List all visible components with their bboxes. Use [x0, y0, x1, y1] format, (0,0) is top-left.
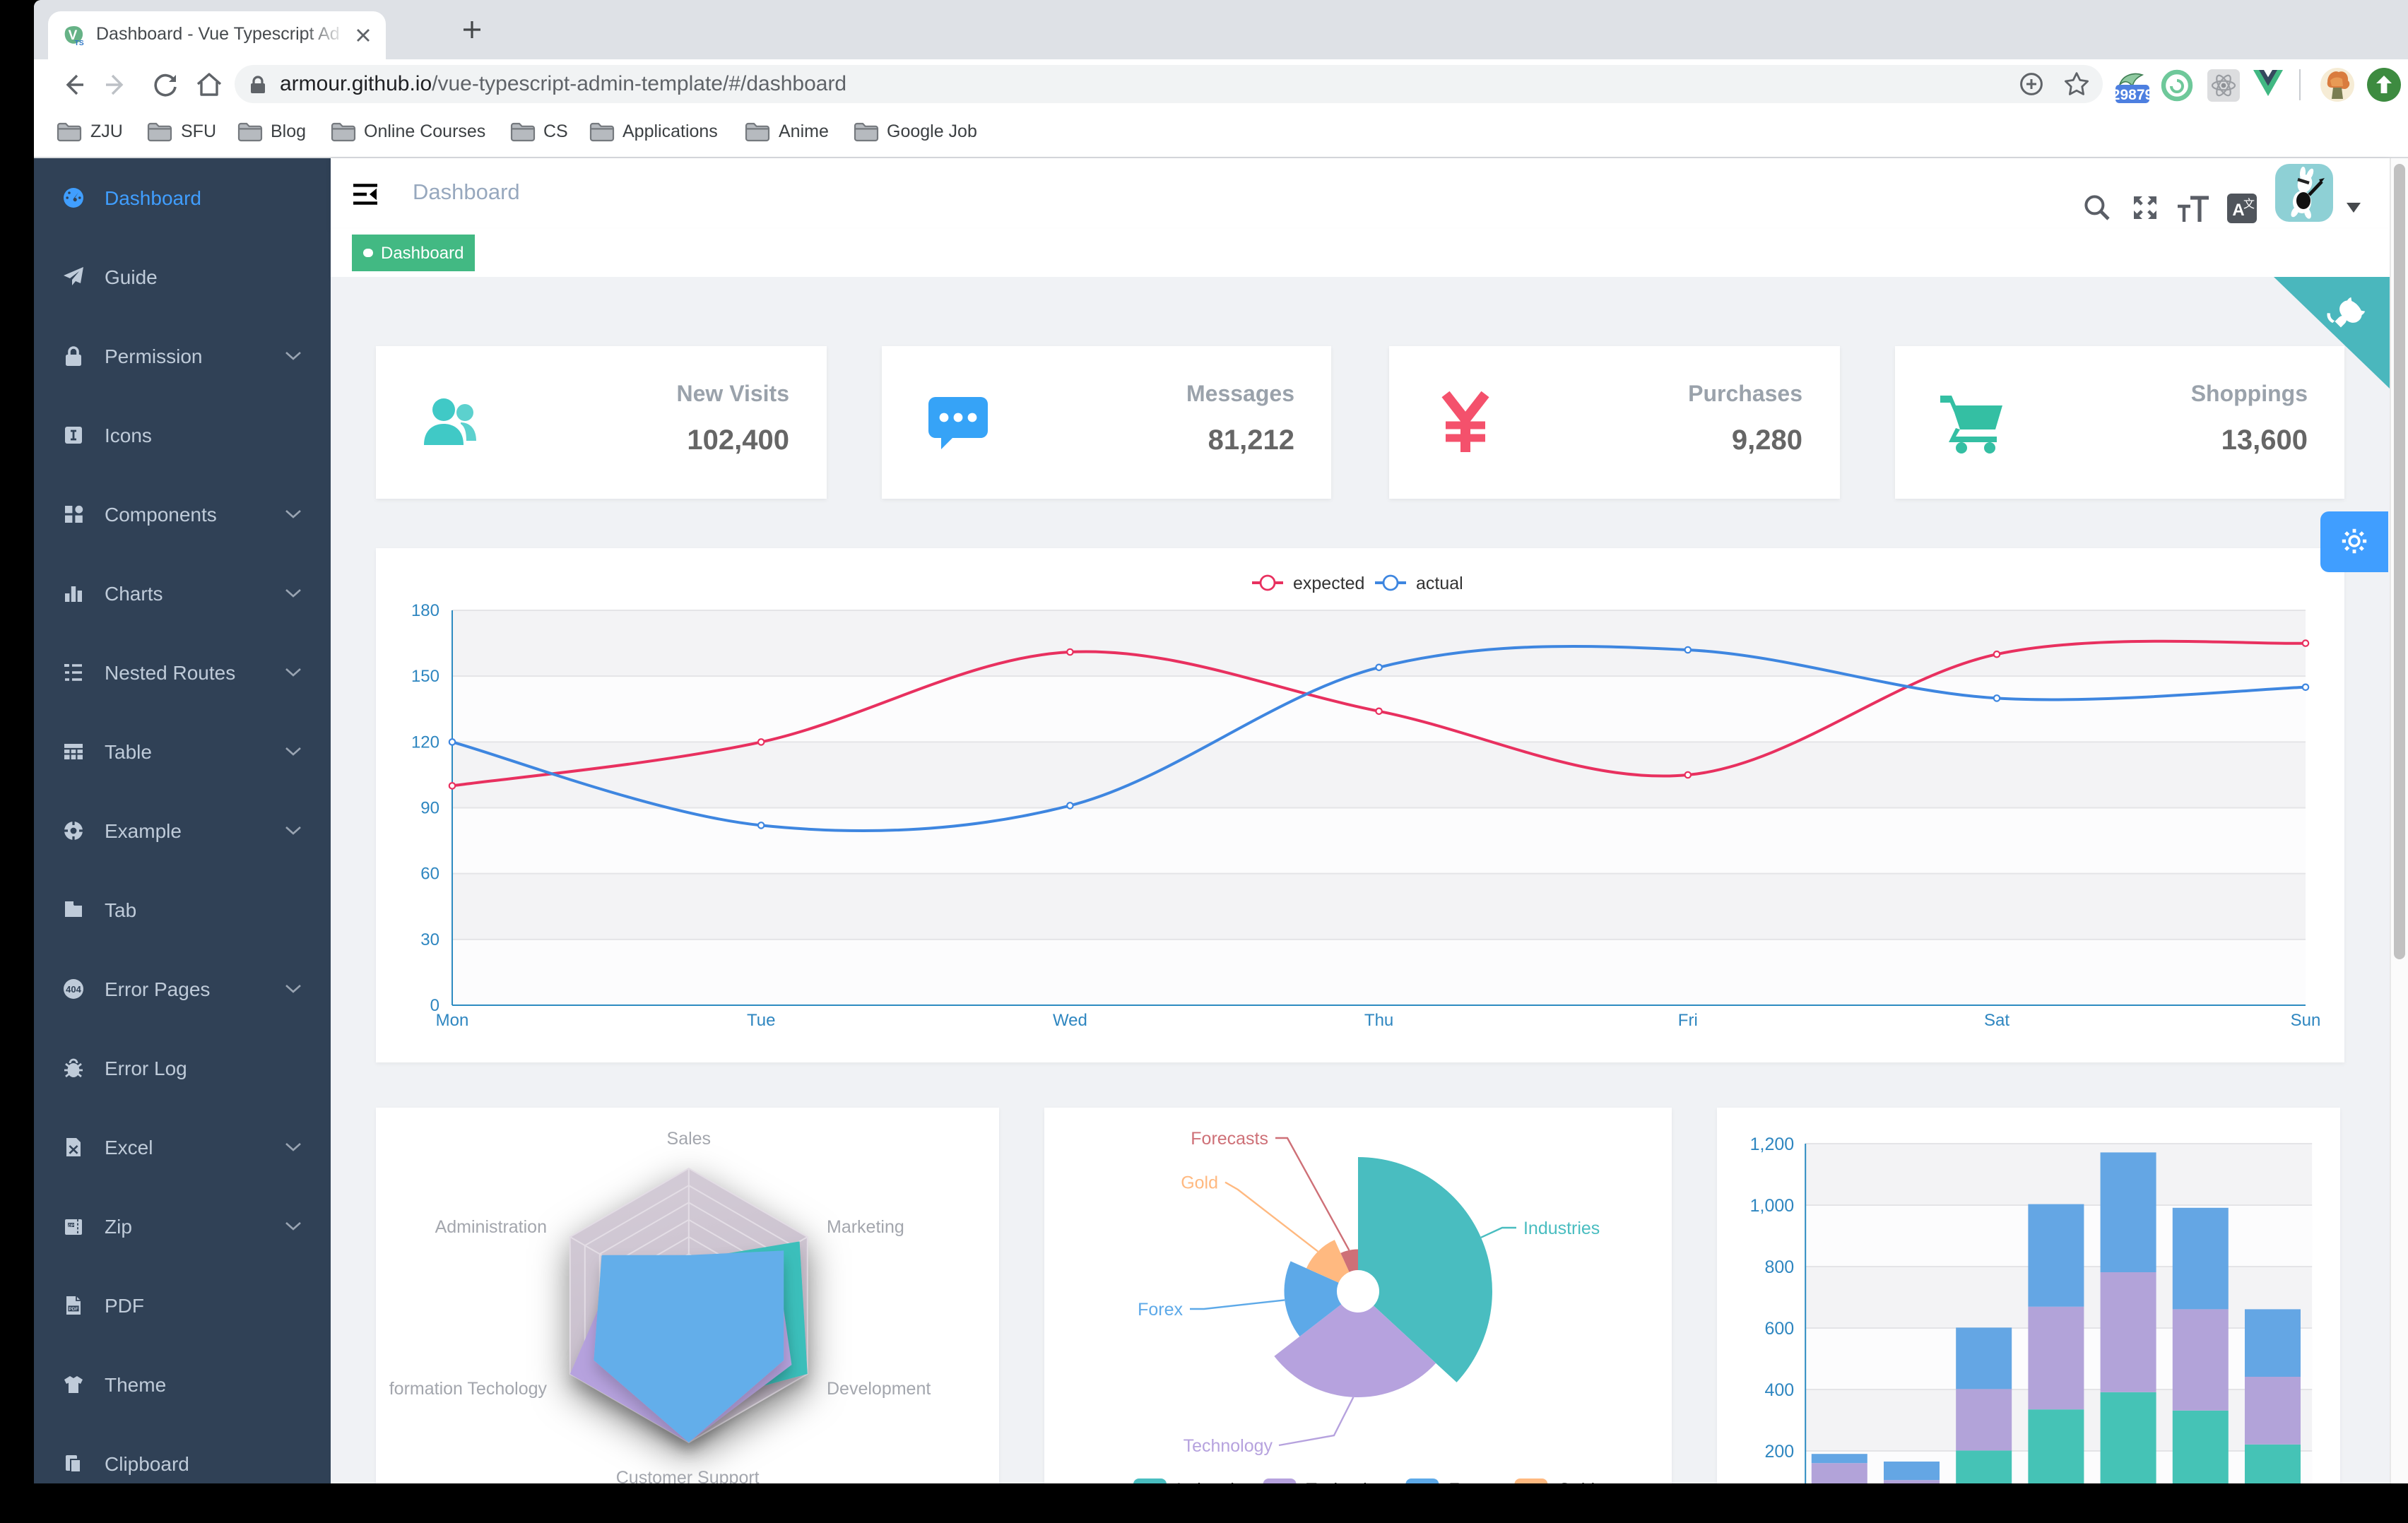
svg-text:Sun: Sun — [2291, 1010, 2321, 1029]
svg-text:200: 200 — [1764, 1441, 1794, 1461]
svg-text:Fri: Fri — [1678, 1010, 1698, 1029]
svg-text:Industries: Industries — [1176, 1479, 1253, 1483]
svg-text:1,000: 1,000 — [1749, 1195, 1794, 1215]
svg-text:Gold: Gold — [1181, 1173, 1218, 1192]
svg-text:Thu: Thu — [1364, 1010, 1393, 1029]
svg-text:Forex: Forex — [1448, 1479, 1494, 1483]
svg-text:Customer Support: Customer Support — [616, 1467, 760, 1483]
svg-text:120: 120 — [411, 732, 439, 751]
svg-text:Tue: Tue — [747, 1010, 775, 1029]
svg-text:V: V — [69, 28, 78, 42]
svg-text:400: 400 — [1764, 1380, 1794, 1399]
svg-text:ZIP: ZIP — [68, 1223, 74, 1228]
svg-text:600: 600 — [1764, 1318, 1794, 1338]
svg-text:formation Techology: formation Techology — [389, 1378, 548, 1398]
svg-text:PDF: PDF — [69, 1307, 78, 1312]
svg-text:Technology: Technology — [1306, 1479, 1396, 1483]
svg-text:TS: TS — [74, 39, 83, 46]
svg-text:Gold: Gold — [1557, 1479, 1595, 1483]
svg-text:60: 60 — [420, 864, 439, 883]
svg-text:800: 800 — [1764, 1257, 1794, 1276]
svg-text:150: 150 — [411, 666, 439, 685]
svg-text:Marketing: Marketing — [827, 1216, 904, 1236]
svg-text:Sales: Sales — [667, 1128, 712, 1148]
svg-text:30: 30 — [420, 930, 439, 949]
svg-text:Sat: Sat — [1984, 1010, 2009, 1029]
svg-text:Industries: Industries — [1523, 1218, 1600, 1238]
svg-text:Technology: Technology — [1184, 1435, 1273, 1455]
svg-text:Mon: Mon — [436, 1010, 469, 1029]
svg-text:180: 180 — [411, 600, 439, 620]
svg-text:1,200: 1,200 — [1749, 1134, 1794, 1154]
svg-text:0: 0 — [430, 995, 439, 1014]
svg-text:Forecasts: Forecasts — [1191, 1128, 1268, 1148]
svg-text:Forex: Forex — [1138, 1299, 1183, 1319]
svg-text:A: A — [2231, 200, 2243, 219]
svg-text:90: 90 — [420, 798, 439, 817]
svg-text:404: 404 — [66, 984, 81, 995]
svg-text:29879: 29879 — [2114, 86, 2151, 102]
svg-text:expected: expected — [1293, 573, 1364, 593]
svg-text:文: 文 — [2243, 197, 2254, 210]
svg-text:Development: Development — [827, 1378, 931, 1398]
svg-text:actual: actual — [1416, 573, 1463, 593]
svg-text:Wed: Wed — [1053, 1010, 1087, 1029]
svg-text:Administration: Administration — [435, 1216, 547, 1236]
